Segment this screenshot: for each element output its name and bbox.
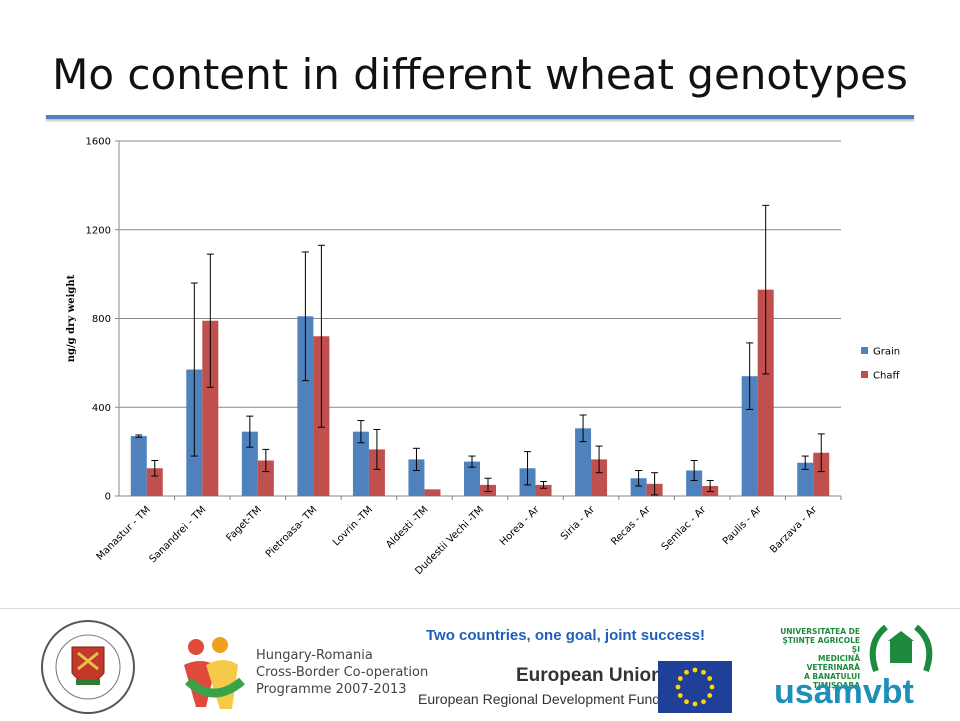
y-tick-label: 800 (92, 314, 111, 325)
bar-chaff (146, 468, 163, 496)
bar-chaff (368, 449, 385, 496)
eu-title: European Union (516, 665, 663, 686)
x-tick-label: Paulis - Ar (721, 504, 765, 548)
bar-chaff (591, 459, 608, 496)
x-tick-label: Recas - Ar (609, 504, 653, 548)
page-title: Mo content in different wheat genotypes (52, 50, 908, 99)
x-tick-label: Aldesti -TM (384, 504, 430, 550)
eu-star-icon (707, 693, 713, 698)
eu-star-icon (692, 701, 698, 707)
x-tick-label: Semlac - Ar (660, 504, 709, 553)
bar-grain (630, 478, 647, 496)
eu-star-icon (701, 699, 706, 705)
bar-grain (741, 376, 758, 496)
eu-star-icon (677, 693, 683, 698)
x-tick-label: Lovrin -TM (331, 504, 375, 548)
x-tick-label: Faget-TM (225, 504, 264, 543)
bar-grain (575, 428, 592, 496)
eu-star-icon (684, 669, 689, 675)
eu-flag-icon (658, 661, 732, 713)
bar-chaff (535, 484, 552, 496)
eu-star-icon (707, 676, 713, 681)
bar-chaff (757, 289, 774, 496)
bar-grain (297, 316, 314, 496)
bar-chaff (257, 460, 274, 496)
usamvbt-logo: UNIVERSITATEA DE ŞTIINŢE AGRICOLE ŞI MED… (770, 621, 940, 717)
bar-grain (464, 461, 480, 496)
szeged-university-seal-logo (41, 620, 135, 714)
bar-chart: 0 400 800 1200 1600 ng/g dry weight Manastur -… (66, 137, 900, 578)
legend-swatch-chaff (861, 371, 868, 378)
bar-chaff (813, 452, 830, 496)
bar-chaff (424, 489, 441, 496)
eu-star-icon (701, 669, 706, 675)
usamvbt-name: UNIVERSITATEA DE ŞTIINŢE AGRICOLE ŞI MED… (780, 627, 860, 690)
eu-funding-logo: European Union European Regional Develop… (418, 661, 738, 717)
bar-grain (241, 431, 258, 496)
eu-star-icon (709, 684, 715, 690)
title-divider (46, 115, 914, 119)
y-axis-label: ng/g dry weight (66, 274, 77, 362)
bar-grain (352, 431, 369, 496)
hungary-romania-programme-logo: Hungary-Romania Cross-Border Co-operatio… (176, 635, 428, 715)
y-tick-label: 400 (92, 403, 111, 414)
x-tick-label: Barzava - Ar (768, 504, 820, 556)
bar-grain (686, 470, 703, 496)
y-tick-label: 1600 (86, 137, 111, 148)
eu-star-icon (692, 667, 698, 673)
hungary-romania-people-icon (184, 637, 245, 709)
x-tick-label: Sanandrei - TM (148, 504, 209, 565)
eu-star-icon (684, 699, 689, 705)
usamvbt-wordmark: usamvbt (774, 673, 914, 711)
x-tick-label: Manastur - TM (95, 504, 153, 562)
eu-star-icon (677, 676, 683, 681)
x-tick-label: Pietroasa- TM (264, 504, 320, 560)
programme-line-3: Programme 2007-2013 (256, 682, 407, 697)
usamvbt-wreath-icon (869, 624, 933, 673)
programme-line-2: Cross-Border Co-operation (256, 665, 429, 680)
legend-label-chaff: Chaff (873, 371, 900, 382)
bar-chaff (202, 320, 219, 496)
eu-subtitle: European Regional Development Fund (418, 691, 661, 707)
legend-label-grain: Grain (873, 347, 900, 358)
x-tick-label: Siria - Ar (559, 504, 598, 543)
x-tick-label: Horea - Ar (498, 504, 542, 548)
bar-grain (797, 462, 814, 496)
legend-swatch-grain (861, 347, 868, 354)
programme-line-1: Hungary-Romania (256, 648, 373, 663)
footer: Hungary-Romania Cross-Border Co-operatio… (0, 608, 960, 721)
slogan-text: Two countries, one goal, joint success! (426, 627, 705, 644)
bar-grain (408, 459, 425, 496)
eu-star-icon (675, 684, 681, 690)
bar-grain (130, 436, 147, 496)
y-tick-label: 0 (105, 492, 111, 503)
y-tick-label: 1200 (86, 225, 111, 236)
